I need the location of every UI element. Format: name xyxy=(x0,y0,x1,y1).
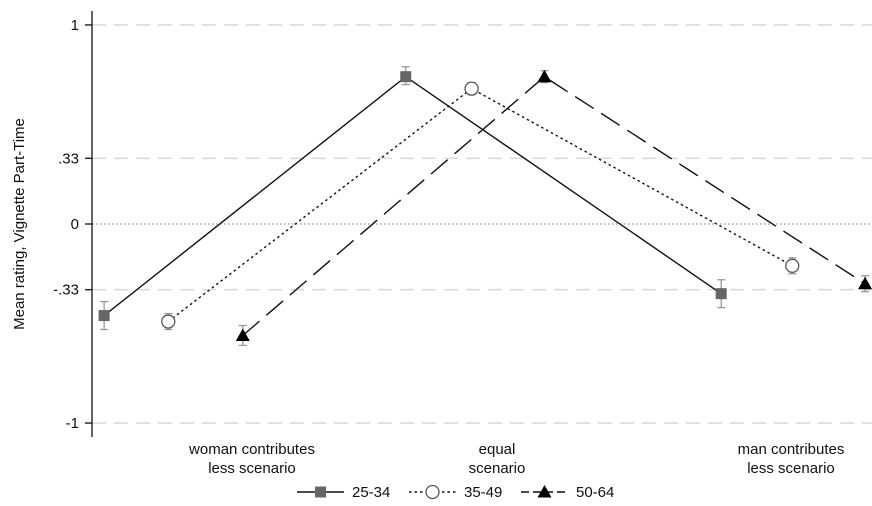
point-50-64 xyxy=(858,276,872,290)
series-line-50-64 xyxy=(242,75,866,337)
x-category-label: less scenario xyxy=(747,460,835,477)
legend-label: 50-64 xyxy=(576,484,614,501)
grid-layer xyxy=(92,24,872,424)
point-35-49 xyxy=(464,81,479,96)
point-35-49-ring xyxy=(161,314,176,329)
y-tick-label: -.33 xyxy=(53,282,79,299)
point-50-64 xyxy=(235,328,250,341)
legend-item-50-64: 50-64 xyxy=(521,484,614,501)
point-50-64 xyxy=(537,69,552,83)
x-category-label: less scenario xyxy=(208,460,296,477)
legend-marker-ring xyxy=(425,484,440,500)
x-category-label: scenario xyxy=(469,460,526,477)
point-35-49 xyxy=(785,258,800,273)
x-category-label: woman contributes xyxy=(188,441,315,458)
marker-layer xyxy=(98,66,872,347)
y-tick-label: -1 xyxy=(66,415,79,432)
series-line-25-34 xyxy=(103,75,722,317)
x-category-label: equal xyxy=(479,441,516,458)
point-25-34 xyxy=(715,288,727,300)
legend-item-35-49: 35-49 xyxy=(409,484,502,501)
series-layer xyxy=(103,75,866,337)
y-tick-label: .33 xyxy=(58,150,79,167)
y-axis-title: Mean rating, Vignette Part-Time xyxy=(11,118,28,330)
x-category-labels: woman contributes less scenario equal scena… xyxy=(188,441,844,477)
y-tick-label: 1 xyxy=(71,17,79,34)
point-35-49-ring xyxy=(785,258,800,273)
legend-marker xyxy=(425,484,440,500)
y-tick-label: 0 xyxy=(71,216,79,233)
legend: 25-34 35-49 50-64 xyxy=(297,484,614,501)
legend-marker xyxy=(315,486,326,498)
legend-label: 25-34 xyxy=(352,484,390,501)
x-category-label: man contributes xyxy=(738,441,845,458)
legend-label: 35-49 xyxy=(464,484,502,501)
point-25-34 xyxy=(400,71,412,83)
axes-layer xyxy=(85,11,93,437)
legend-item-25-34: 25-34 xyxy=(297,484,390,501)
point-35-49 xyxy=(161,314,176,329)
point-35-49-ring xyxy=(464,81,479,96)
point-25-34 xyxy=(98,310,110,322)
series-line-35-49 xyxy=(167,87,793,323)
y-tick-labels: 1 .33 0 -.33 -1 xyxy=(53,17,79,432)
legend-marker xyxy=(537,485,552,498)
